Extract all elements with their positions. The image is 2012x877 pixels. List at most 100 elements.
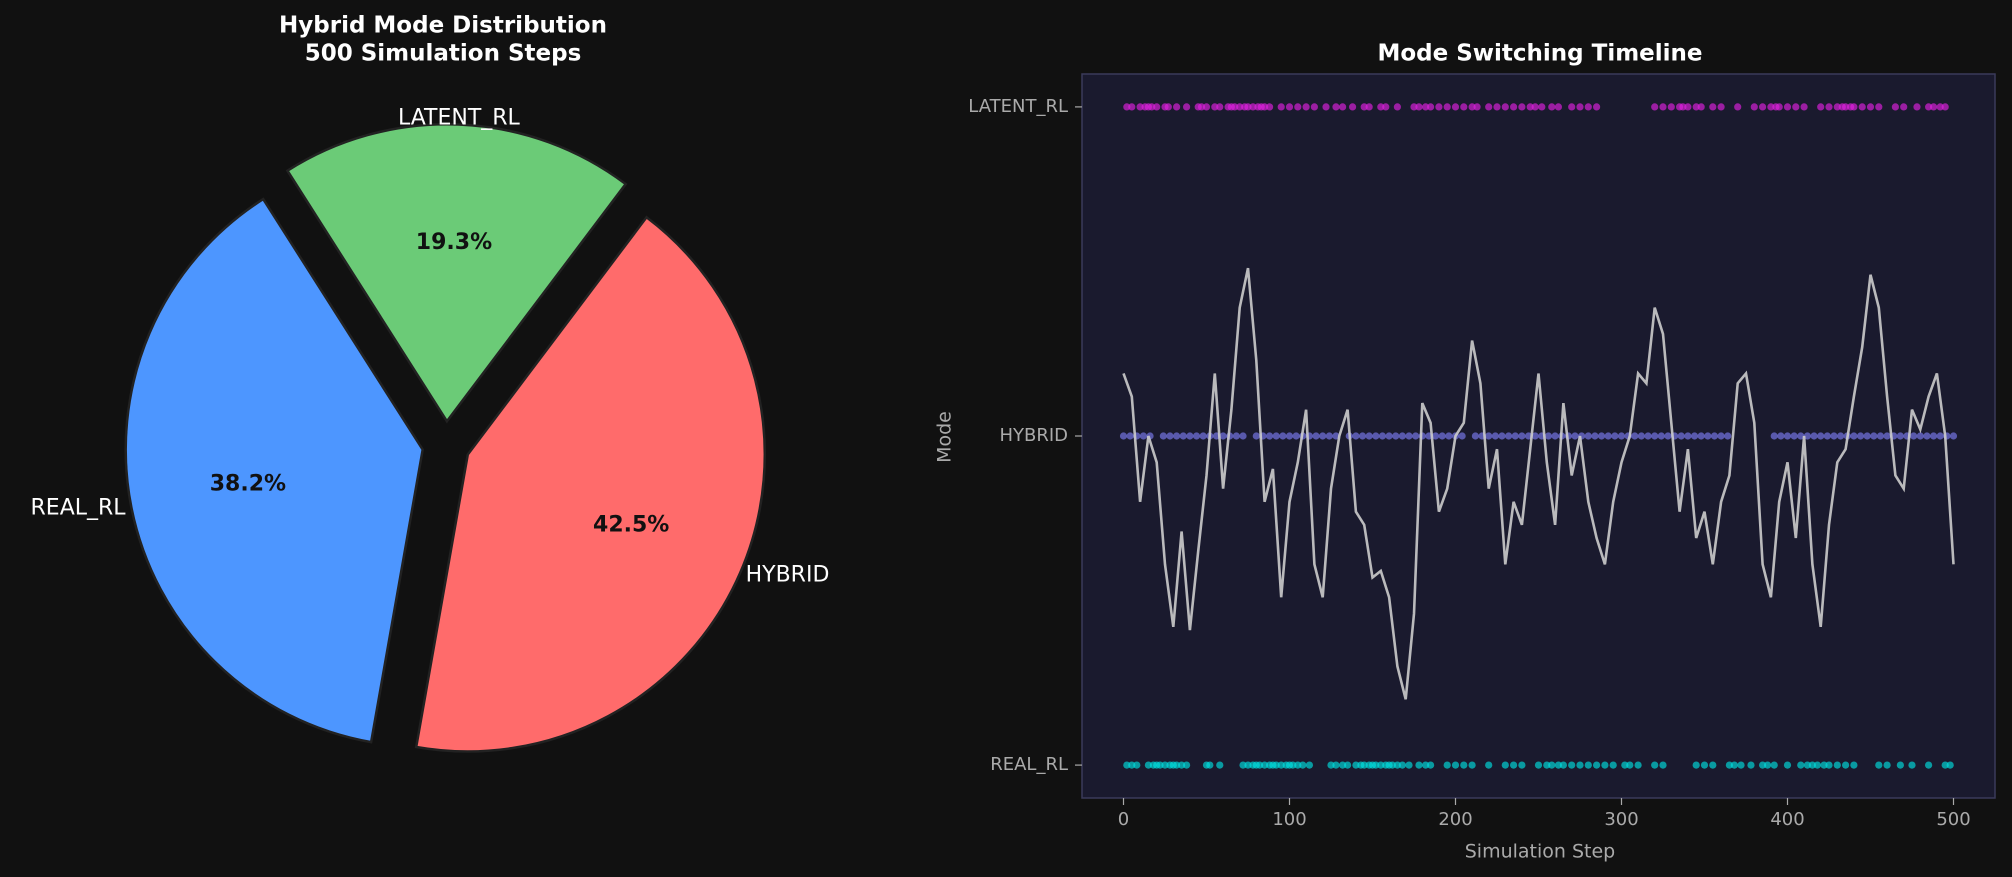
- mode-point: [1292, 432, 1300, 440]
- mode-point: [1910, 432, 1918, 440]
- mode-point: [1808, 761, 1816, 769]
- mode-point: [1219, 432, 1227, 440]
- mode-point: [1285, 432, 1294, 440]
- mode-point: [1451, 103, 1460, 111]
- mode-point: [1427, 761, 1435, 769]
- mode-point: [1216, 761, 1224, 769]
- y-tick-label: LATENT_RL: [968, 96, 1068, 117]
- mode-point: [1659, 103, 1667, 111]
- mode-point: [1833, 103, 1841, 111]
- mode-point: [1443, 103, 1451, 111]
- mode-point: [1637, 432, 1646, 440]
- mode-point: [1737, 761, 1745, 769]
- mode-point: [1842, 761, 1850, 769]
- mode-point: [1164, 103, 1172, 111]
- mode-point: [1858, 103, 1866, 111]
- mode-point: [1710, 432, 1719, 440]
- mode-point: [1231, 103, 1239, 111]
- mode-point: [1272, 432, 1280, 440]
- mode-point: [1445, 432, 1453, 440]
- mode-point: [1750, 103, 1758, 111]
- mode-point: [1148, 103, 1156, 111]
- mode-point: [1179, 432, 1187, 440]
- mode-point: [1797, 761, 1805, 769]
- y-tick-label: HYBRID: [999, 425, 1068, 446]
- slice-category-label: REAL_RL: [31, 496, 127, 521]
- mode-point: [1913, 103, 1921, 111]
- mode-point: [1775, 103, 1783, 111]
- mode-point: [1393, 103, 1401, 111]
- mode-point: [1823, 432, 1831, 440]
- mode-point: [1510, 103, 1518, 111]
- mode-point: [1244, 761, 1252, 769]
- mode-point: [1261, 761, 1269, 769]
- mode-point: [1664, 432, 1672, 440]
- mode-point: [1289, 761, 1297, 769]
- mode-point: [1197, 103, 1206, 111]
- mode-point: [1319, 432, 1327, 440]
- mode-point: [1709, 103, 1717, 111]
- mode-point: [1310, 103, 1318, 111]
- x-tick-label: 300: [1604, 809, 1638, 830]
- mode-point: [1697, 103, 1705, 111]
- mode-point: [1216, 103, 1224, 111]
- mode-point: [1119, 432, 1128, 440]
- mode-point: [1161, 761, 1169, 769]
- mode-point: [1365, 103, 1373, 111]
- mode-point: [1468, 761, 1476, 769]
- mode-point: [1261, 103, 1269, 111]
- mode-point: [1591, 432, 1599, 440]
- mode-point: [1601, 761, 1609, 769]
- mode-point: [1617, 432, 1626, 440]
- mode-point: [1156, 761, 1164, 769]
- mode-point: [1294, 103, 1302, 111]
- mode-point: [1817, 432, 1825, 440]
- mode-point: [1544, 432, 1553, 440]
- mode-point: [1825, 761, 1833, 769]
- mode-point: [1239, 432, 1247, 440]
- mode-point: [1813, 761, 1821, 769]
- mode-point: [1173, 432, 1181, 440]
- mode-point: [1850, 432, 1858, 440]
- pie-title: Hybrid Mode Distribution: [279, 13, 607, 39]
- mode-point: [1412, 432, 1420, 440]
- mode-point: [1790, 432, 1798, 440]
- mode-point: [1468, 103, 1476, 111]
- x-axis-label: Simulation Step: [1465, 841, 1616, 863]
- mode-point: [1548, 761, 1556, 769]
- mode-point: [1692, 103, 1700, 111]
- x-tick-label: 200: [1438, 809, 1472, 830]
- mode-point: [1916, 432, 1924, 440]
- mode-point: [1770, 432, 1778, 440]
- mode-point: [1704, 432, 1712, 440]
- mode-point: [1339, 761, 1347, 769]
- pie-slice: [414, 215, 766, 753]
- mode-point: [1166, 432, 1174, 440]
- mode-point: [1460, 761, 1468, 769]
- mode-point: [1604, 432, 1612, 440]
- y-tick-label: REAL_RL: [990, 754, 1068, 775]
- mode-point: [1900, 103, 1908, 111]
- mode-point: [1360, 103, 1368, 111]
- mode-point: [1339, 103, 1347, 111]
- mode-point: [1473, 103, 1481, 111]
- mode-point: [1551, 432, 1559, 440]
- slice-category-label: LATENT_RL: [398, 106, 521, 131]
- mode-point: [1510, 761, 1518, 769]
- mode-point: [1186, 432, 1194, 440]
- mode-point: [1866, 103, 1875, 111]
- mode-point: [1128, 103, 1136, 111]
- mode-point: [1199, 432, 1207, 440]
- mode-point: [1126, 432, 1134, 440]
- mode-point: [1548, 103, 1556, 111]
- mode-point: [1358, 432, 1367, 440]
- mode-point: [1332, 103, 1340, 111]
- mode-point: [1136, 103, 1144, 111]
- mode-point: [1684, 103, 1692, 111]
- mode-point: [1891, 103, 1899, 111]
- mode-point: [1365, 432, 1373, 440]
- mode-point: [1299, 761, 1307, 769]
- mode-point: [1651, 103, 1659, 111]
- mode-point: [1797, 432, 1805, 440]
